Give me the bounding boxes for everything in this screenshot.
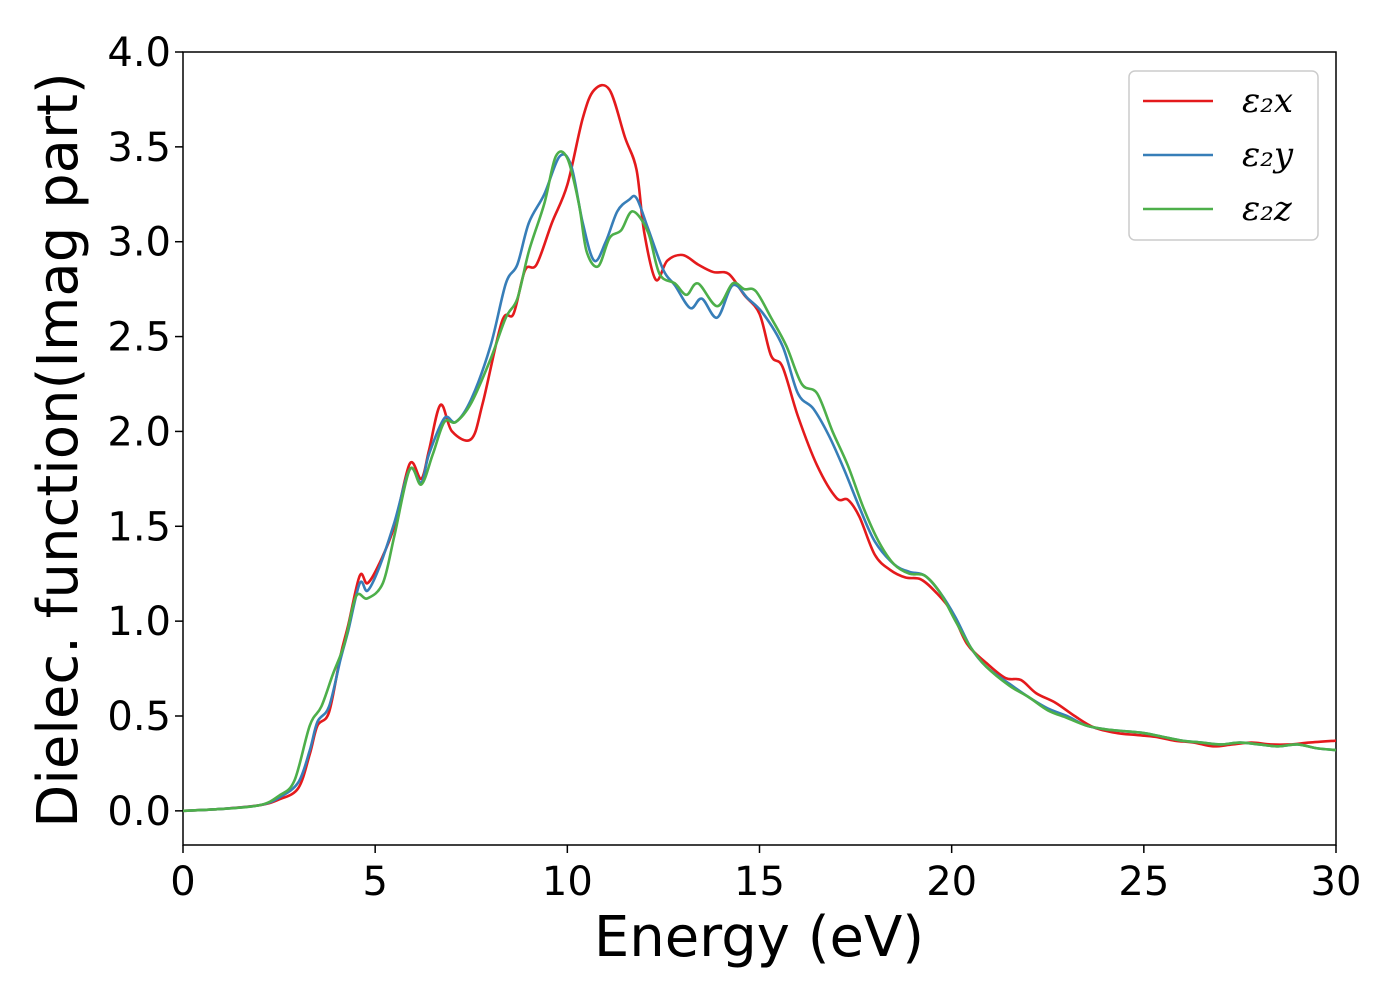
- series-line-2: [183, 150, 1336, 813]
- legend-label-2: ε₂z: [1242, 189, 1293, 229]
- x-tick-label: 25: [1118, 859, 1169, 905]
- series-line-1: [183, 152, 1336, 813]
- x-tick-label: 15: [734, 859, 785, 905]
- legend: ε₂x ε₂y ε₂z: [1128, 70, 1319, 241]
- legend-label-0: ε₂x: [1242, 81, 1293, 121]
- series-layer: [183, 83, 1336, 813]
- y-tick-label: 3.0: [107, 220, 171, 266]
- x-tick-label: 30: [1311, 859, 1362, 905]
- y-tick-label: 2.0: [107, 409, 171, 455]
- legend-items: ε₂x ε₂y ε₂z: [1143, 81, 1294, 229]
- y-axis-ticks: 0.0 0.5 1.0 1.5 2.0 2.5 3.0 3.5 4.0: [107, 30, 183, 835]
- legend-box: [1128, 70, 1319, 241]
- y-tick-label: 0.0: [107, 789, 171, 835]
- y-axis-title: Dielec. function(Imag part): [26, 72, 91, 828]
- x-tick-label: 10: [542, 859, 593, 905]
- y-tick-label: 3.5: [107, 125, 171, 171]
- x-axis-title: Energy (eV): [594, 905, 924, 970]
- y-tick-label: 1.0: [107, 599, 171, 645]
- y-tick-label: 1.5: [107, 504, 171, 550]
- legend-label-1: ε₂y: [1242, 135, 1294, 175]
- x-tick-label: 5: [362, 859, 387, 905]
- y-tick-label: 4.0: [107, 30, 171, 76]
- x-axis-ticks: 0 5 10 15 20 25 30: [170, 845, 1361, 905]
- x-tick-label: 20: [926, 859, 977, 905]
- x-tick-label: 0: [170, 859, 195, 905]
- y-tick-label: 2.5: [107, 315, 171, 361]
- y-tick-label: 0.5: [107, 694, 171, 740]
